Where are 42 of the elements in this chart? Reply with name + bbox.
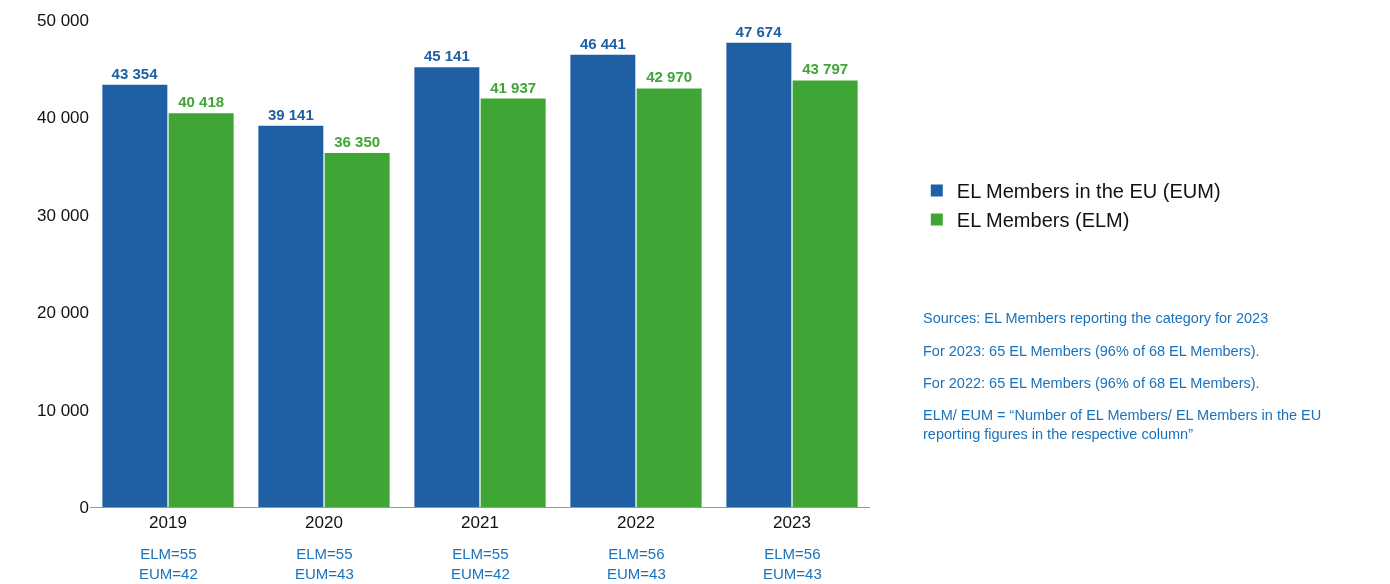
text: ELM=56 EUM=43 (763, 545, 822, 582)
y-tick-label: 50 000 (37, 10, 89, 30)
y-tick-label: 10 000 (37, 400, 89, 420)
data-label: 39 141 (267, 105, 314, 123)
data-label: 45 141 (423, 47, 470, 65)
bar (102, 84, 168, 507)
bar (636, 88, 702, 507)
bar (258, 125, 324, 507)
x-tick-label: 2020 (305, 513, 343, 533)
bar (480, 98, 546, 507)
text: ELM=55 EUM=42 (451, 545, 510, 582)
x-tick-label: 2022 (617, 513, 655, 533)
data-label: 47 674 (735, 22, 783, 40)
bar (570, 54, 636, 507)
x-tick-label: 2023 (773, 513, 811, 533)
data-label: 43 354 (111, 64, 159, 82)
data-label: 46 441 (579, 34, 626, 52)
text: For 2023: 65 EL Members (96% of 68 EL Members). (923, 343, 1260, 359)
bar (414, 67, 480, 507)
data-label: 42 970 (646, 68, 693, 86)
x-tick-label: 2021 (461, 513, 499, 533)
text: For 2022: 65 EL Members (96% of 68 EL Members). (923, 375, 1260, 391)
bar (726, 42, 792, 507)
data-label: 43 797 (802, 60, 849, 78)
bar (324, 152, 390, 507)
bar (792, 80, 858, 507)
bar (168, 113, 234, 507)
x-tick-label: 2019 (149, 513, 187, 533)
text: ELM=55 EUM=42 (139, 545, 198, 582)
data-label: 40 418 (178, 93, 225, 111)
legend-label: EL Members in the EU (EUM) (956, 180, 1221, 203)
y-tick-label: 0 (79, 497, 89, 517)
y-tick-label: 30 000 (37, 205, 89, 225)
text: ELM/ EUM = “Number of EL Members/ EL Members in the EU reporting figures in the respective column” (923, 407, 1322, 442)
text: ELM=56 EUM=43 (607, 545, 666, 582)
data-label: 41 937 (490, 78, 537, 96)
source-note: Sources: EL Members reporting the category for 2023 (923, 310, 1269, 326)
data-label: 36 350 (334, 132, 381, 150)
y-tick-label: 20 000 (37, 303, 89, 323)
text: ELM=55 EUM=43 (295, 545, 354, 582)
legend-label: EL Members (ELM) (956, 209, 1130, 232)
y-tick-label: 40 000 (37, 108, 89, 128)
